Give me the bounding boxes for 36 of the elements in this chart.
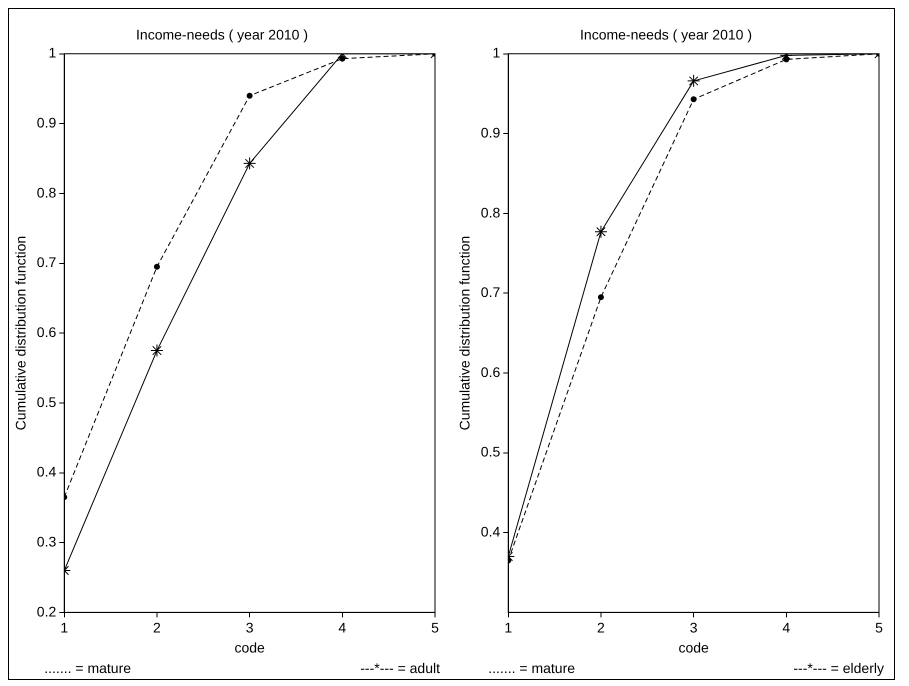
x-tick-label: 5 (875, 620, 884, 636)
text: ---*--- = adult (360, 660, 440, 676)
text: ....... = mature (488, 660, 576, 676)
y-tick-label: 0.7 (480, 284, 500, 300)
x-axis-title: code (678, 639, 710, 656)
y-tick-label: 0.9 (36, 114, 56, 130)
x-tick-label: 4 (782, 620, 790, 636)
x-tick-label: 5 (431, 620, 440, 636)
y-tick-label: 0.9 (480, 124, 500, 140)
y-tick-label: 0.8 (36, 184, 56, 200)
y-tick-label: 0.4 (480, 523, 500, 540)
y-tick-label: 0.5 (36, 394, 56, 410)
y-tick-label: 0.3 (36, 533, 56, 550)
x-axis-title: code (234, 639, 266, 656)
y-tick-label: 0.6 (480, 364, 500, 380)
x-tick-label: 4 (338, 620, 346, 636)
text: ....... = mature (44, 660, 132, 676)
y-tick-label: 0.5 (480, 444, 500, 460)
y-tick-label: 1 (48, 44, 56, 61)
chart-title: Income-needs ( year 2010 ) (580, 26, 752, 42)
y-axis-title: Cumulative distribution function (456, 236, 472, 430)
chart-title: Income-needs ( year 2010 ) (136, 26, 308, 42)
y-axis-title: Cumulative distribution function (12, 236, 28, 430)
x-tick-label: 2 (597, 620, 606, 636)
y-tick-label: 1 (492, 44, 500, 61)
y-tick-label: 0.6 (36, 324, 56, 340)
x-tick-label: 2 (153, 620, 162, 636)
x-tick-label: 1 (60, 620, 68, 636)
x-tick-label: 3 (246, 620, 254, 636)
y-tick-label: 0.2 (36, 603, 56, 620)
y-tick-label: 0.7 (36, 254, 56, 270)
x-tick-label: 1 (504, 620, 512, 636)
y-tick-label: 0.4 (36, 464, 56, 480)
x-tick-label: 3 (690, 620, 698, 636)
y-tick-label: 0.8 (480, 204, 500, 220)
text: ---*--- = elderly (793, 660, 884, 676)
